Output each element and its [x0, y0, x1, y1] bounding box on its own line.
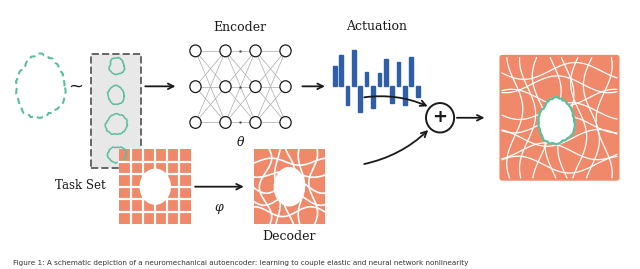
Bar	[390, 86, 394, 103]
Polygon shape	[538, 97, 575, 144]
Circle shape	[426, 103, 454, 133]
Circle shape	[220, 45, 231, 57]
Text: φ: φ	[215, 201, 223, 214]
Text: Figure 1: A schematic depiction of a neuromechanical autoencoder: learning to co: Figure 1: A schematic depiction of a neu…	[13, 260, 469, 266]
Bar	[397, 62, 401, 86]
Bar	[371, 86, 375, 108]
Bar	[358, 86, 362, 112]
Circle shape	[190, 81, 201, 93]
Text: θ: θ	[236, 136, 244, 149]
Bar	[346, 86, 349, 105]
Bar	[339, 55, 343, 86]
Bar	[333, 66, 337, 86]
Text: Task Set: Task Set	[55, 179, 106, 192]
Circle shape	[280, 81, 291, 93]
Bar	[365, 72, 369, 86]
Circle shape	[250, 116, 261, 128]
Text: +: +	[433, 108, 447, 126]
Circle shape	[280, 116, 291, 128]
Text: Decoder: Decoder	[262, 229, 316, 242]
Circle shape	[220, 116, 231, 128]
FancyBboxPatch shape	[92, 54, 141, 168]
Ellipse shape	[140, 169, 171, 205]
Text: Encoder: Encoder	[214, 21, 267, 34]
FancyBboxPatch shape	[499, 55, 620, 181]
Circle shape	[190, 116, 201, 128]
Bar	[378, 73, 381, 86]
Bar	[120, 149, 191, 224]
Text: ~: ~	[68, 77, 84, 95]
Circle shape	[280, 45, 291, 57]
Circle shape	[190, 45, 201, 57]
Bar	[352, 49, 356, 86]
Circle shape	[220, 81, 231, 93]
Bar	[410, 57, 413, 86]
Text: Actuation: Actuation	[346, 20, 406, 33]
Bar	[403, 86, 407, 105]
Circle shape	[250, 81, 261, 93]
Circle shape	[250, 45, 261, 57]
Bar	[253, 149, 325, 224]
Ellipse shape	[274, 167, 305, 207]
Bar	[416, 86, 420, 97]
Bar	[384, 59, 388, 86]
